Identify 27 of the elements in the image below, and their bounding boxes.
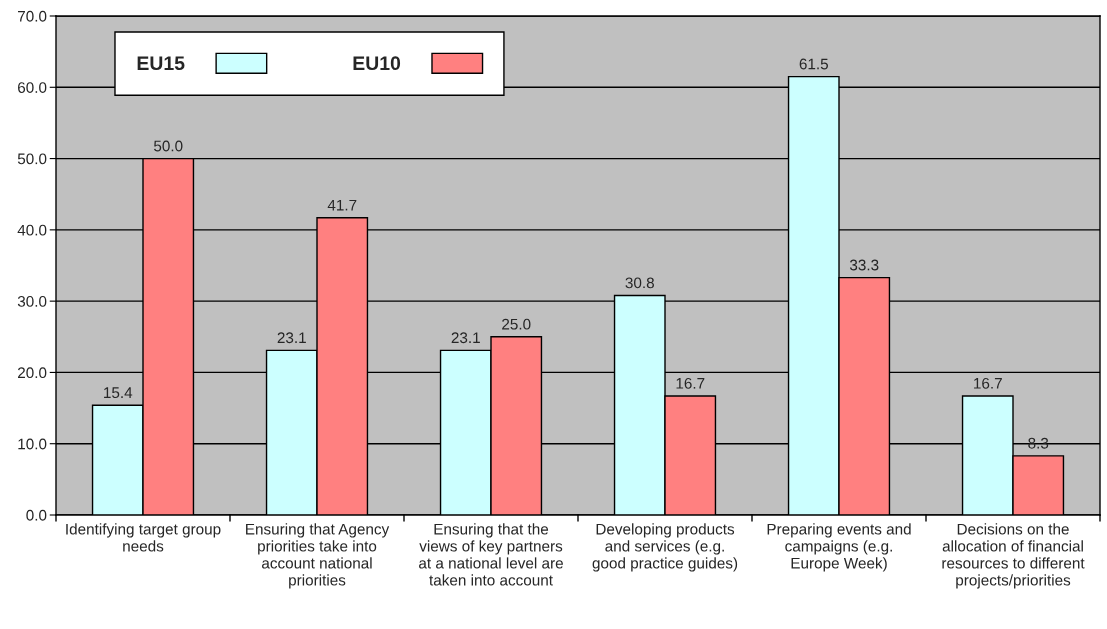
data-label: 41.7 [327,199,357,211]
x-tick-label: Identifying target group needs [66,523,221,552]
x-tick-label: Ensuring that Agency priorities take into account national priorities [246,523,390,589]
y-tick-label: 10.0 [18,438,47,450]
y-tick-label: 50.0 [17,153,47,165]
data-label: 23.1 [277,332,306,344]
data-label: 15.4 [104,387,133,399]
data-label: 50.0 [153,140,183,152]
y-tick-label: 60.0 [18,82,47,93]
legend-label: EU15 [137,56,185,71]
data-label: 16.7 [974,377,1002,389]
data-label: 33.3 [849,259,879,271]
y-tick-label: 70.0 [18,10,47,22]
data-label: 25.0 [502,318,531,330]
data-label: 30.8 [625,277,654,289]
y-tick-label: 0.0 [26,509,47,521]
data-label: 16.7 [676,377,705,389]
legend-label: EU10 [353,56,401,71]
data-label: 23.1 [451,332,480,344]
x-tick-label: Preparing events and campaigns (e.g. Europe Week) [767,523,911,572]
y-tick-label: 30.0 [17,296,47,307]
x-tick-label: Developing products and services (e.g. good practice guides) [592,523,738,572]
y-tick-label: 40.0 [17,224,47,236]
x-tick-label: Decisions on the allocation of financial resources to different projects/priorities [942,523,1085,589]
y-tick-label: 20.0 [18,367,47,379]
x-tick-label: Ensuring that the views of key partners at a national level are taken into account [419,523,563,586]
data-label: 61.5 [799,58,828,70]
